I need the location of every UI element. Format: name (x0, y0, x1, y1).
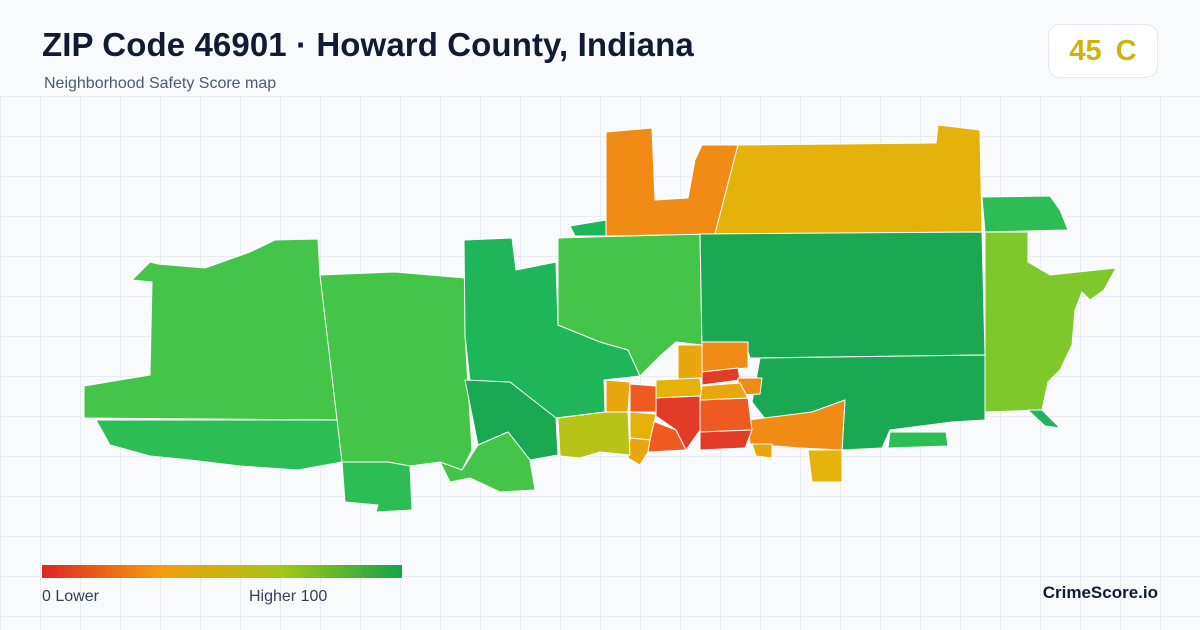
map-region-east-strip[interactable] (887, 431, 949, 449)
map-region-core-north[interactable] (701, 341, 749, 373)
map-region-core-yg[interactable] (557, 411, 631, 459)
map-region-core-west[interactable] (605, 379, 631, 413)
page-title: ZIP Code 46901 · Howard County, Indiana (42, 26, 694, 63)
map-region-core-south[interactable] (699, 429, 753, 451)
map-region-far-east-tip[interactable] (1027, 409, 1061, 429)
map-region-core-amber-east[interactable] (699, 382, 749, 401)
map-region-core-center[interactable] (655, 377, 703, 399)
map-region-southeast-nub[interactable] (751, 443, 773, 459)
brand-logo-text[interactable]: CrimeScore.io (1042, 583, 1158, 602)
map-region-south-lobe[interactable] (341, 461, 413, 513)
map-region-southeast-yellow[interactable] (807, 449, 843, 483)
map-region-southwest[interactable] (95, 419, 343, 471)
map-region-west-central[interactable] (319, 271, 473, 471)
map-region-north-sliver[interactable] (569, 219, 607, 237)
score-badge: 45 C (1048, 24, 1158, 78)
legend-color-scale (42, 565, 402, 578)
map-region-north-orange[interactable] (605, 127, 739, 237)
map-region-core-north-2[interactable] (677, 344, 703, 381)
map-region-northeast-yellow[interactable] (714, 124, 983, 235)
legend-min-label: 0 Lower (42, 588, 99, 605)
map-region-river-strip[interactable] (439, 431, 536, 493)
map-region-northeast-cap[interactable] (981, 195, 1069, 233)
map-region-east[interactable] (699, 231, 986, 359)
map-region-core-southeast[interactable] (699, 397, 753, 433)
score-value: 45 (1069, 34, 1102, 67)
page-subtitle: Neighborhood Safety Score map (44, 75, 277, 92)
map-region-west[interactable] (83, 238, 341, 421)
score-grade: C (1115, 34, 1137, 67)
map-region-core-red-west[interactable] (629, 383, 657, 413)
map-region-core-amber-sw[interactable] (627, 437, 651, 466)
legend-max-label: Higher 100 (249, 588, 328, 605)
map-region-far-east[interactable] (984, 231, 1117, 413)
